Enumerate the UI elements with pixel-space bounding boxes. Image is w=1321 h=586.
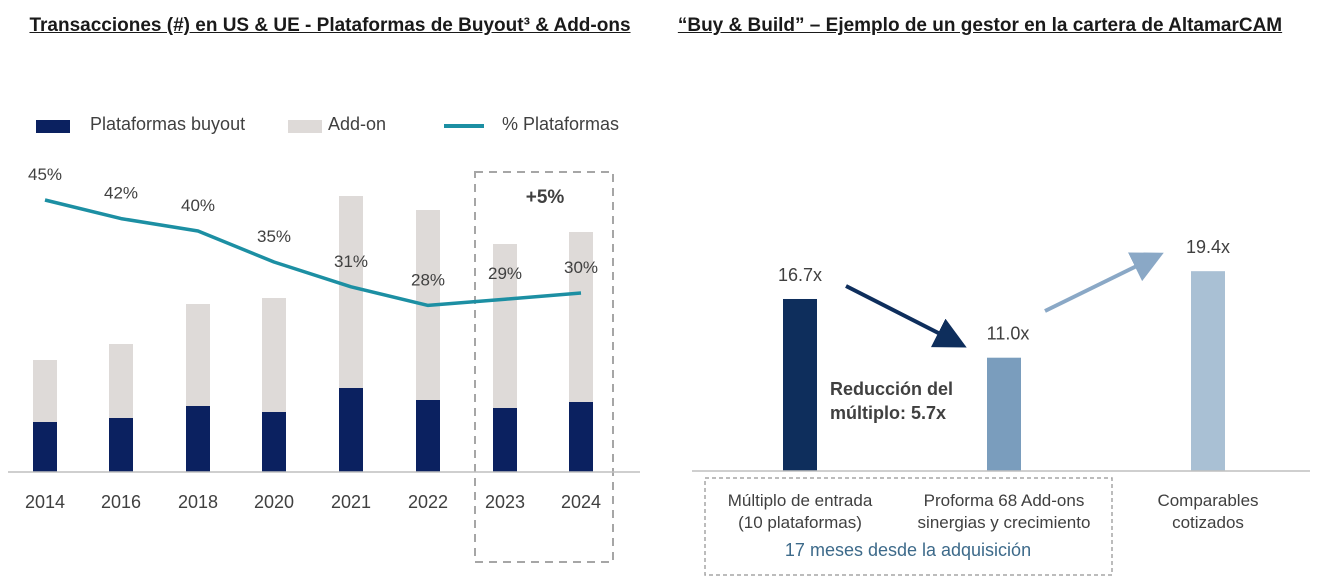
right-chart-title: “Buy & Build” – Ejemplo de un gestor en … xyxy=(677,15,1283,36)
buyout-bar-2021 xyxy=(339,388,363,472)
reduction-annotation: Reducción del múltiplo: 5.7x xyxy=(830,379,953,423)
multiple-label-1: 16.7x xyxy=(778,265,822,285)
x-tick-label-2024: 2024 xyxy=(561,492,601,512)
addon-bar-2023 xyxy=(493,244,517,408)
x-tick-label-2022: 2022 xyxy=(408,492,448,512)
pct-label-2021: 31% xyxy=(334,252,368,271)
buyout-bar-2014 xyxy=(33,422,57,472)
pct-label-2023: 29% xyxy=(488,264,522,283)
legend-swatch-buyout xyxy=(36,120,70,133)
increase-arrow xyxy=(1044,252,1164,313)
reduction-arrow xyxy=(845,284,967,348)
buyout-bar-2020 xyxy=(262,412,286,472)
acquisition-box xyxy=(704,477,1113,576)
addon-bar-2016 xyxy=(109,344,133,418)
category-label-3: Comparables cotizados xyxy=(1157,491,1258,532)
multiple-bar-2 xyxy=(987,357,1021,471)
left-chart-title: Transacciones (#) en US & UE - Plataform… xyxy=(29,15,631,36)
buyout-bar-2024 xyxy=(569,402,593,472)
multiple-bar-3 xyxy=(1191,271,1225,471)
acquisition-note: 17 meses desde la adquisición xyxy=(785,540,1031,560)
x-tick-label-2014: 2014 xyxy=(25,492,65,512)
pct-label-2022: 28% xyxy=(411,270,445,289)
x-tick-label-2018: 2018 xyxy=(178,492,218,512)
legend-swatch-addon xyxy=(288,120,322,133)
category-label-1: Múltiplo de entrada (10 plataformas) xyxy=(728,491,873,532)
x-tick-label-2016: 2016 xyxy=(101,492,141,512)
multiple-label-3: 19.4x xyxy=(1186,237,1230,257)
multiple-bar-1 xyxy=(783,298,817,471)
legend-label-buyout: Plataformas buyout xyxy=(90,114,246,134)
addon-bar-2020 xyxy=(262,298,286,412)
buyout-bar-2023 xyxy=(493,408,517,472)
pct-label-2016: 42% xyxy=(104,184,138,203)
buyout-bar-2018 xyxy=(186,406,210,472)
x-tick-label-2023: 2023 xyxy=(485,492,525,512)
legend-label-pct: % Plataformas xyxy=(502,114,620,134)
buyout-bar-2016 xyxy=(109,418,133,472)
x-tick-label-2020: 2020 xyxy=(254,492,294,512)
buyout-bar-2022 xyxy=(416,400,440,472)
x-tick-label-2021: 2021 xyxy=(331,492,371,512)
highlight-box xyxy=(474,171,614,563)
addon-bar-2014 xyxy=(33,360,57,422)
addon-bar-2021 xyxy=(339,196,363,388)
pct-label-2024: 30% xyxy=(564,258,598,277)
addon-bar-2024 xyxy=(569,232,593,402)
legend-label-addon: Add-on xyxy=(328,114,387,134)
legend-swatch-pct xyxy=(444,124,484,128)
pct-label-2018: 40% xyxy=(181,196,215,215)
pct-label-2020: 35% xyxy=(257,227,291,246)
highlight-label: +5% xyxy=(526,187,565,208)
pct-line xyxy=(44,198,582,308)
pct-label-2014: 45% xyxy=(28,165,62,184)
category-label-2: Proforma 68 Add-ons sinergias y crecimien… xyxy=(918,491,1091,532)
addon-bar-2018 xyxy=(186,304,210,406)
multiple-label-2: 11.0x xyxy=(987,324,1030,344)
